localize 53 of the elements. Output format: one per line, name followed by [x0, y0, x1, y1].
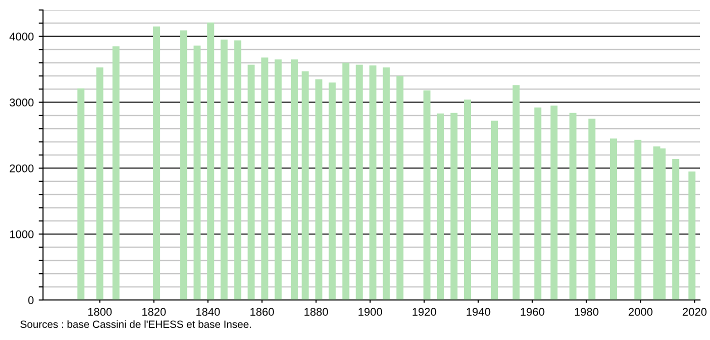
bar	[672, 158, 680, 300]
x-tick-label: 1880	[304, 308, 328, 316]
bar	[234, 40, 242, 300]
bar	[248, 64, 255, 300]
bar	[634, 140, 642, 300]
y-tick-label: 0	[28, 296, 34, 304]
bar	[610, 138, 617, 300]
bar	[328, 82, 336, 300]
y-tick-label: 1000	[10, 230, 34, 238]
x-tick-label: 1840	[196, 308, 220, 316]
bar	[77, 88, 84, 300]
y-tick-label: 4000	[10, 32, 34, 40]
bar	[588, 118, 596, 300]
bar	[342, 62, 350, 300]
bar	[423, 90, 430, 300]
bar	[450, 112, 458, 300]
bar	[356, 64, 363, 300]
x-tick-label: 1800	[88, 308, 112, 316]
x-tick-label: 1900	[358, 308, 382, 316]
bar	[396, 76, 404, 300]
x-tick-label: 1960	[520, 308, 544, 316]
bar	[382, 67, 390, 300]
bar	[261, 57, 268, 300]
y-tick-label: 2000	[10, 164, 34, 172]
bar	[491, 120, 498, 300]
x-tick-label: 1860	[250, 308, 274, 316]
x-tick-label: 1920	[412, 308, 436, 316]
bar	[550, 106, 558, 300]
x-tick-label: 1980	[574, 308, 598, 316]
bar	[112, 46, 120, 300]
bar	[688, 171, 696, 300]
x-tick-label: 1940	[466, 308, 490, 316]
x-tick-label: 2020	[682, 308, 707, 316]
bar	[180, 30, 188, 300]
bar	[512, 85, 520, 300]
y-tick-label: 3000	[10, 98, 34, 106]
bar	[274, 59, 282, 300]
bar	[369, 65, 376, 300]
bar	[315, 79, 322, 300]
bar	[96, 67, 104, 300]
bar	[569, 112, 576, 300]
bar	[464, 100, 471, 300]
source-note: Sources : base Cassini de l'EHESS et base Insee.	[20, 320, 251, 328]
bar	[302, 71, 309, 300]
x-tick-label: 2000	[628, 308, 652, 316]
bar	[220, 40, 228, 300]
bar	[290, 59, 298, 300]
bar	[436, 113, 444, 300]
bar	[207, 22, 214, 300]
x-tick-label: 1820	[142, 308, 166, 316]
bar	[534, 108, 542, 300]
bar	[194, 46, 201, 300]
bar	[153, 26, 160, 300]
